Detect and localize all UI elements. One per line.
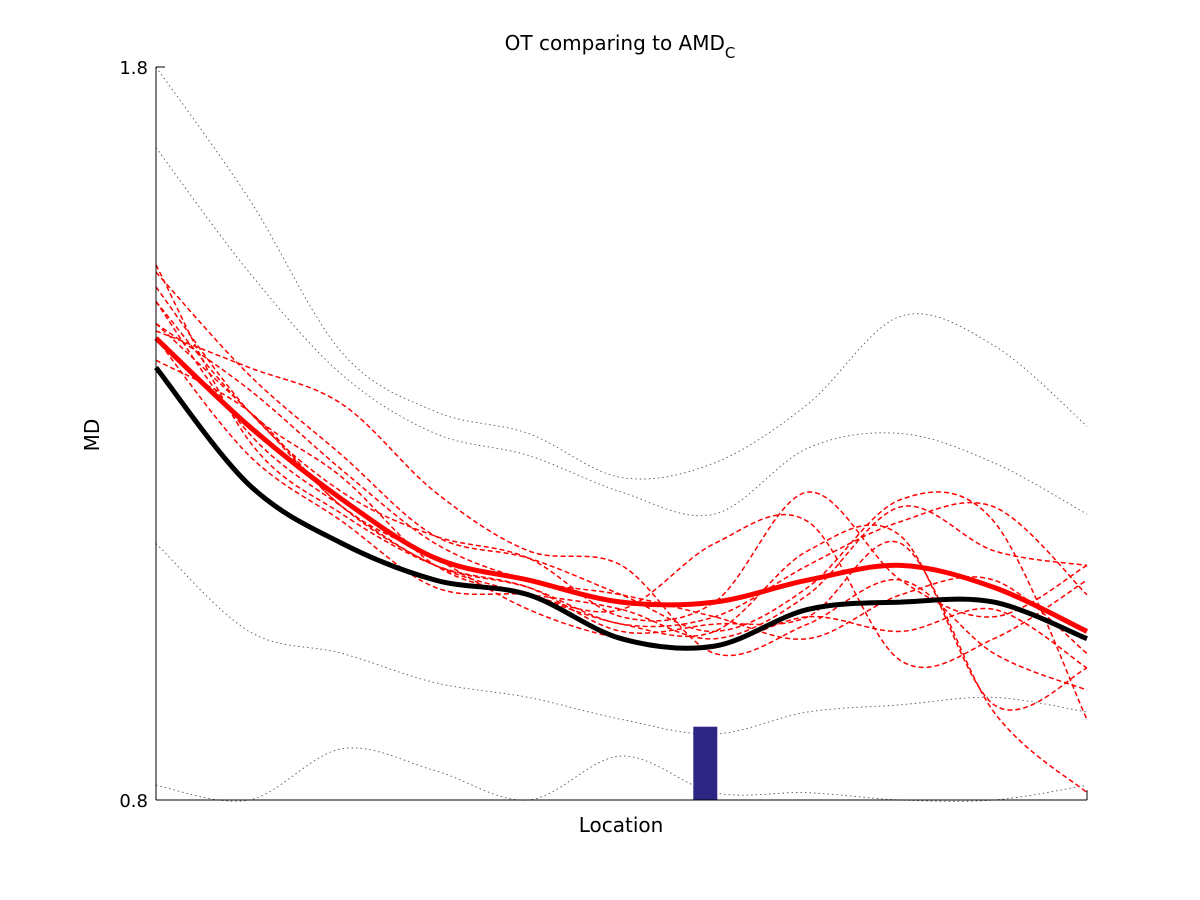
mean-lines xyxy=(154,336,1089,651)
chart-title: OT comparing to AMDC xyxy=(505,31,736,62)
subject-series-line-9 xyxy=(155,271,1088,720)
subject-series-line-6 xyxy=(155,337,1088,640)
reference-series-line-1 xyxy=(155,66,1088,480)
chart-title-main: OT comparing to AMD xyxy=(505,31,725,55)
y-axis-label: MD xyxy=(80,419,104,452)
plot-area xyxy=(154,66,1089,802)
reference-series-line-3 xyxy=(155,543,1088,735)
mean-series-line-1 xyxy=(154,336,1089,634)
location-marker-bar-1 xyxy=(693,726,718,800)
y-tick-label-bottom: 0.8 xyxy=(119,791,148,812)
chart-title-subscript: C xyxy=(725,44,735,62)
subject-series-line-8 xyxy=(155,264,1088,794)
subject-series-line-2 xyxy=(155,301,1088,628)
subject-series-line-3 xyxy=(155,286,1088,622)
markers xyxy=(693,726,718,800)
reference-series-line-4 xyxy=(155,747,1088,802)
reference-lines xyxy=(155,66,1088,802)
subject-series-line-5 xyxy=(155,301,1088,669)
y-tick-label-top: 1.8 xyxy=(119,58,148,79)
subject-series-line-1 xyxy=(155,322,1088,654)
mean-series-line-2 xyxy=(154,365,1088,651)
axes: 1.8 0.8 xyxy=(119,58,1088,812)
x-axis-label: Location xyxy=(579,813,664,837)
